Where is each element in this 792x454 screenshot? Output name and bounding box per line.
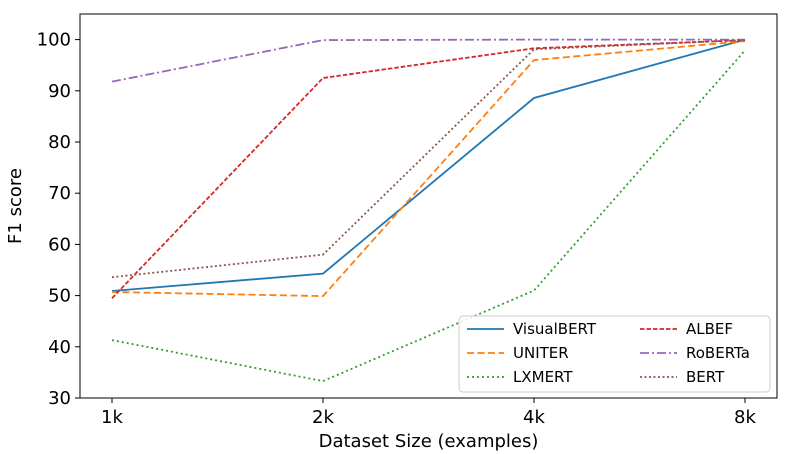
y-tick-label: 50 <box>48 286 71 307</box>
series-line-albef <box>111 39 746 299</box>
x-axis-label: Dataset Size (examples) <box>319 431 539 452</box>
legend-label-visualbert: VisualBERT <box>513 320 597 338</box>
y-tick-label: 100 <box>37 30 71 51</box>
x-tick-label: 8k <box>734 407 756 428</box>
series-line-uniter <box>111 40 746 298</box>
legend-box <box>458 315 771 393</box>
legend-label-albef: ALBEF <box>686 320 733 338</box>
series-line-bert <box>111 39 746 279</box>
legend-label-roberta: RoBERTa <box>686 344 750 362</box>
series-line-visualbert <box>111 38 746 292</box>
x-tick-label: 2k <box>312 407 334 428</box>
axes: 30 40 50 60 70 80 90 100 1k 2k 4k 8k <box>37 13 778 428</box>
legend: VisualBERT UNITER LXMERT ALBEF RoBERTa BERT <box>458 315 771 393</box>
plot-area <box>111 38 746 383</box>
legend-label-uniter: UNITER <box>513 344 569 362</box>
x-tick-label: 4k <box>523 407 545 428</box>
y-axis-label: F1 score <box>5 168 26 244</box>
legend-label-bert: BERT <box>686 368 725 386</box>
y-tick-label: 60 <box>48 234 71 255</box>
x-tick-label: 1k <box>101 407 123 428</box>
legend-label-lxmert: LXMERT <box>513 368 573 386</box>
y-tick-label: 30 <box>48 388 71 409</box>
plot-frame <box>79 13 778 399</box>
y-tick-label: 80 <box>48 132 71 153</box>
series-line-roberta <box>111 38 745 83</box>
y-tick-label: 40 <box>48 337 71 358</box>
y-tick-label: 70 <box>48 183 71 204</box>
y-tick-label: 90 <box>48 81 71 102</box>
